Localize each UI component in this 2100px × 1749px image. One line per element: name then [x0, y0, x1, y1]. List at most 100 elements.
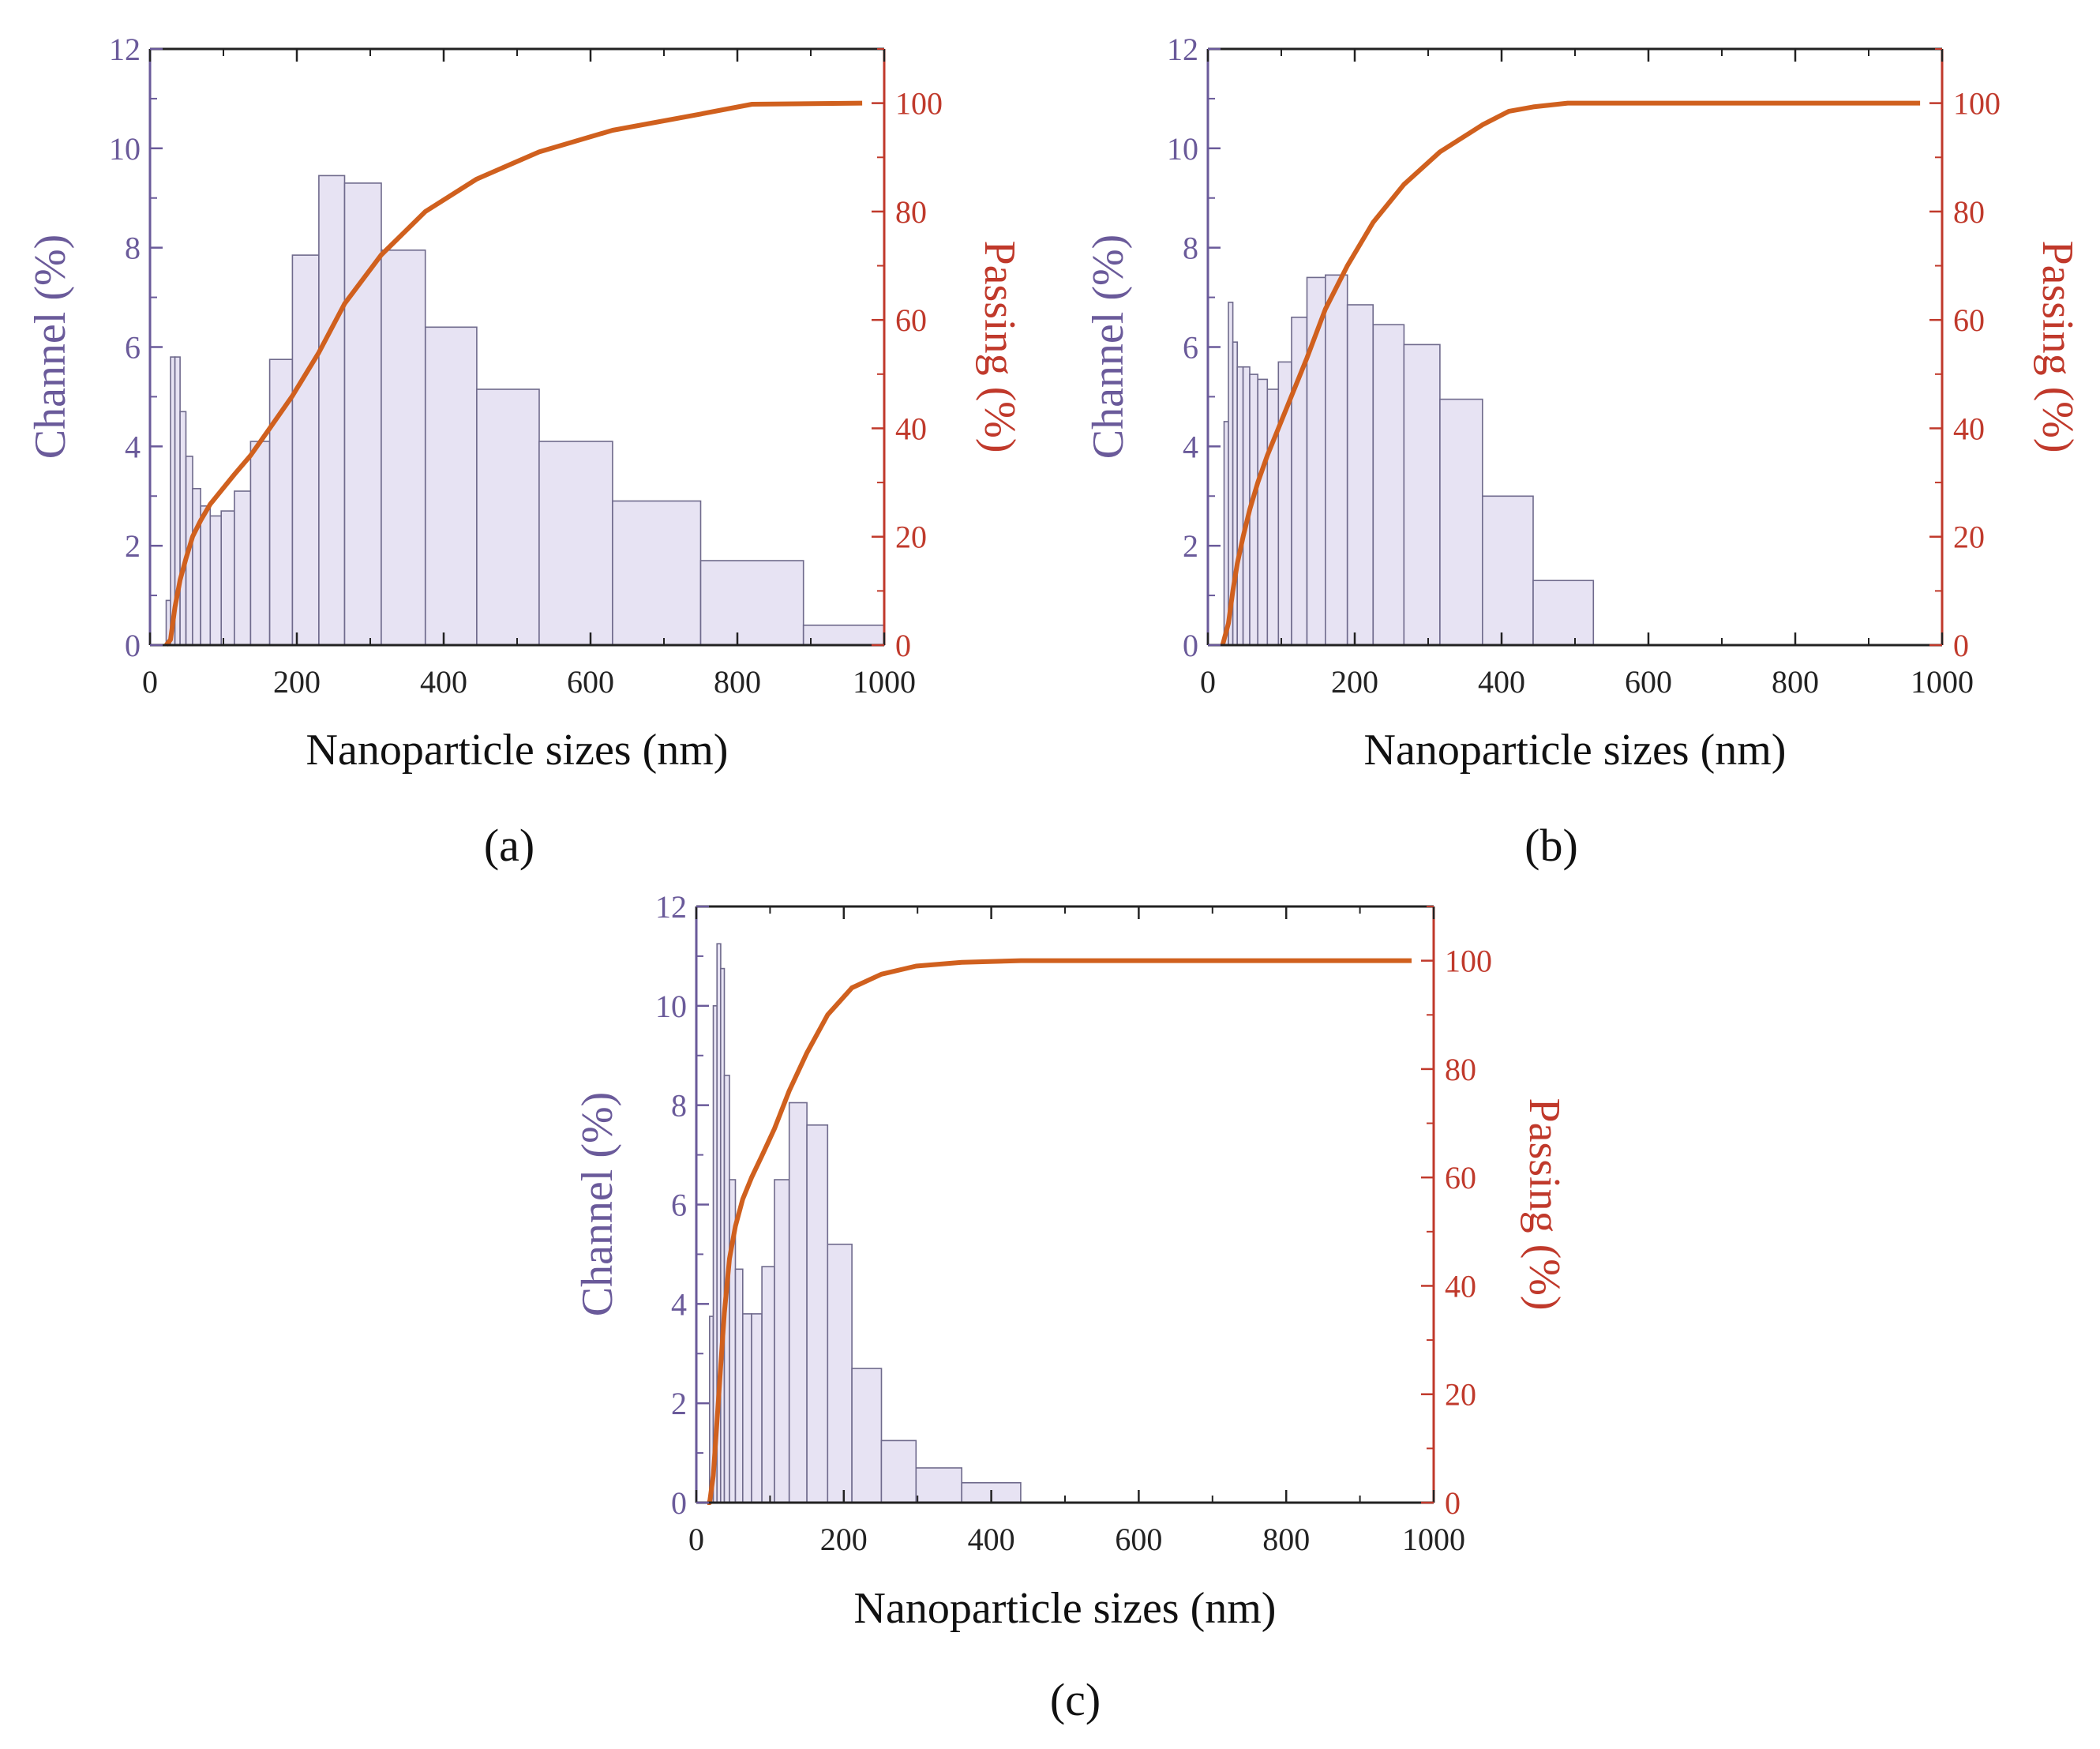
left-axis-title: Channel (%) — [1084, 235, 1133, 460]
histogram-bar-15 — [880, 1439, 917, 1503]
right-axis-title: Passing (%) — [1520, 1098, 1569, 1310]
x-tick-label: 600 — [567, 664, 614, 700]
left-tick-label: 6 — [671, 1188, 687, 1223]
left-tick-label: 10 — [1167, 131, 1198, 167]
x-axis-title: Nanoparticle sizes (nm) — [1364, 726, 1787, 775]
right-tick-label: 100 — [895, 86, 943, 122]
cumulative-passing-line — [164, 100, 863, 647]
right-tick-label: 40 — [895, 411, 927, 446]
left-tick-label: 12 — [655, 889, 687, 925]
panel-label: (c) — [1050, 1674, 1101, 1725]
x-tick-label: 200 — [1331, 664, 1378, 700]
right-tick-label: 0 — [895, 628, 911, 663]
x-tick-label: 600 — [1115, 1522, 1162, 1557]
left-tick-label: 4 — [1183, 429, 1198, 464]
left-axis-title: Channel (%) — [26, 235, 75, 460]
histogram-bar-6 — [734, 1268, 744, 1503]
right-axis-title: Passing (%) — [975, 240, 1024, 452]
right-axis-title: Passing (%) — [2033, 240, 2082, 452]
histogram-bar-9 — [234, 490, 252, 646]
x-tick-label: 0 — [688, 1522, 704, 1557]
histogram-bar-12 — [806, 1124, 829, 1503]
axes — [148, 47, 886, 647]
histogram-bar-8 — [220, 510, 235, 646]
histogram-bar-15 — [1439, 398, 1483, 646]
left-tick-label: 4 — [125, 429, 141, 464]
histogram-bar-13 — [827, 1244, 853, 1503]
left-tick-label: 10 — [655, 989, 687, 1024]
axes — [1206, 47, 1944, 647]
x-tick-label: 600 — [1625, 664, 1672, 700]
x-tick-label: 0 — [1200, 664, 1216, 700]
right-tick-label: 20 — [1953, 520, 1985, 555]
histogram-bar-9 — [761, 1266, 775, 1503]
histogram-bar-5 — [192, 487, 201, 646]
left-tick-label: 2 — [671, 1386, 687, 1421]
x-tick-label: 400 — [1478, 664, 1525, 700]
histogram-bars — [708, 943, 1022, 1503]
histogram-bar-11 — [788, 1102, 808, 1503]
left-tick-label: 0 — [1183, 628, 1198, 663]
x-tick-label: 1000 — [1911, 664, 1974, 700]
left-tick-label: 12 — [1167, 32, 1198, 67]
histogram-bar-8 — [751, 1313, 763, 1503]
x-tick-label: 400 — [968, 1522, 1015, 1557]
histogram-bar-13 — [318, 175, 346, 646]
right-tick-label: 80 — [1445, 1052, 1476, 1087]
histogram-bar-18 — [538, 441, 613, 646]
x-tick-label: 1000 — [853, 664, 916, 700]
right-tick-label: 60 — [895, 302, 927, 338]
histogram-bar-14 — [1403, 343, 1441, 646]
left-tick-label: 8 — [125, 231, 141, 266]
right-tick-label: 100 — [1953, 86, 2001, 122]
histogram-bar-14 — [343, 182, 382, 646]
histogram-bar-17 — [1532, 580, 1595, 646]
left-tick-label: 8 — [671, 1088, 687, 1124]
cumulative-passing-line — [1220, 100, 1921, 646]
left-tick-label: 2 — [1183, 528, 1198, 564]
histogram-bar-20 — [699, 560, 804, 646]
left-tick-label: 4 — [671, 1286, 687, 1322]
histogram-bar-10 — [774, 1179, 790, 1503]
histogram-bar-21 — [802, 624, 885, 646]
left-axis-title: Channel (%) — [573, 1092, 622, 1317]
histogram-bar-6 — [200, 505, 212, 646]
histogram-bar-16 — [915, 1467, 963, 1503]
left-tick-label: 0 — [125, 628, 141, 663]
right-tick-label: 40 — [1953, 411, 1985, 446]
x-tick-label: 800 — [714, 664, 761, 700]
x-tick-label: 800 — [1772, 664, 1819, 700]
histogram-bar-7 — [741, 1313, 752, 1503]
histogram-bar-7 — [209, 515, 223, 646]
right-tick-label: 20 — [895, 520, 927, 555]
x-tick-label: 400 — [420, 664, 467, 700]
histogram-bar-15 — [381, 249, 426, 646]
histogram-bar-3 — [179, 411, 187, 646]
histogram-bar-12 — [1346, 304, 1374, 646]
left-tick-label: 2 — [125, 528, 141, 564]
right-tick-label: 20 — [1445, 1377, 1476, 1413]
left-tick-label: 6 — [1183, 330, 1198, 366]
right-tick-label: 0 — [1953, 628, 1969, 663]
histogram-bar-14 — [851, 1368, 883, 1503]
left-tick-label: 6 — [125, 330, 141, 366]
x-axis-title: Nanoparticle sizes (nm) — [306, 726, 729, 775]
panel-label: (b) — [1524, 820, 1578, 871]
x-tick-label: 200 — [820, 1522, 868, 1557]
histogram-bar-17 — [476, 388, 540, 646]
histogram-bars — [165, 175, 885, 646]
cumulative-passing-line — [707, 958, 1412, 1505]
histogram-bar-3 — [1236, 366, 1244, 646]
histogram-bar-6 — [1257, 378, 1269, 646]
histogram-bar-16 — [424, 326, 478, 646]
x-tick-label: 0 — [142, 664, 158, 700]
right-tick-label: 60 — [1953, 302, 1985, 338]
histogram-bar-12 — [291, 254, 320, 646]
